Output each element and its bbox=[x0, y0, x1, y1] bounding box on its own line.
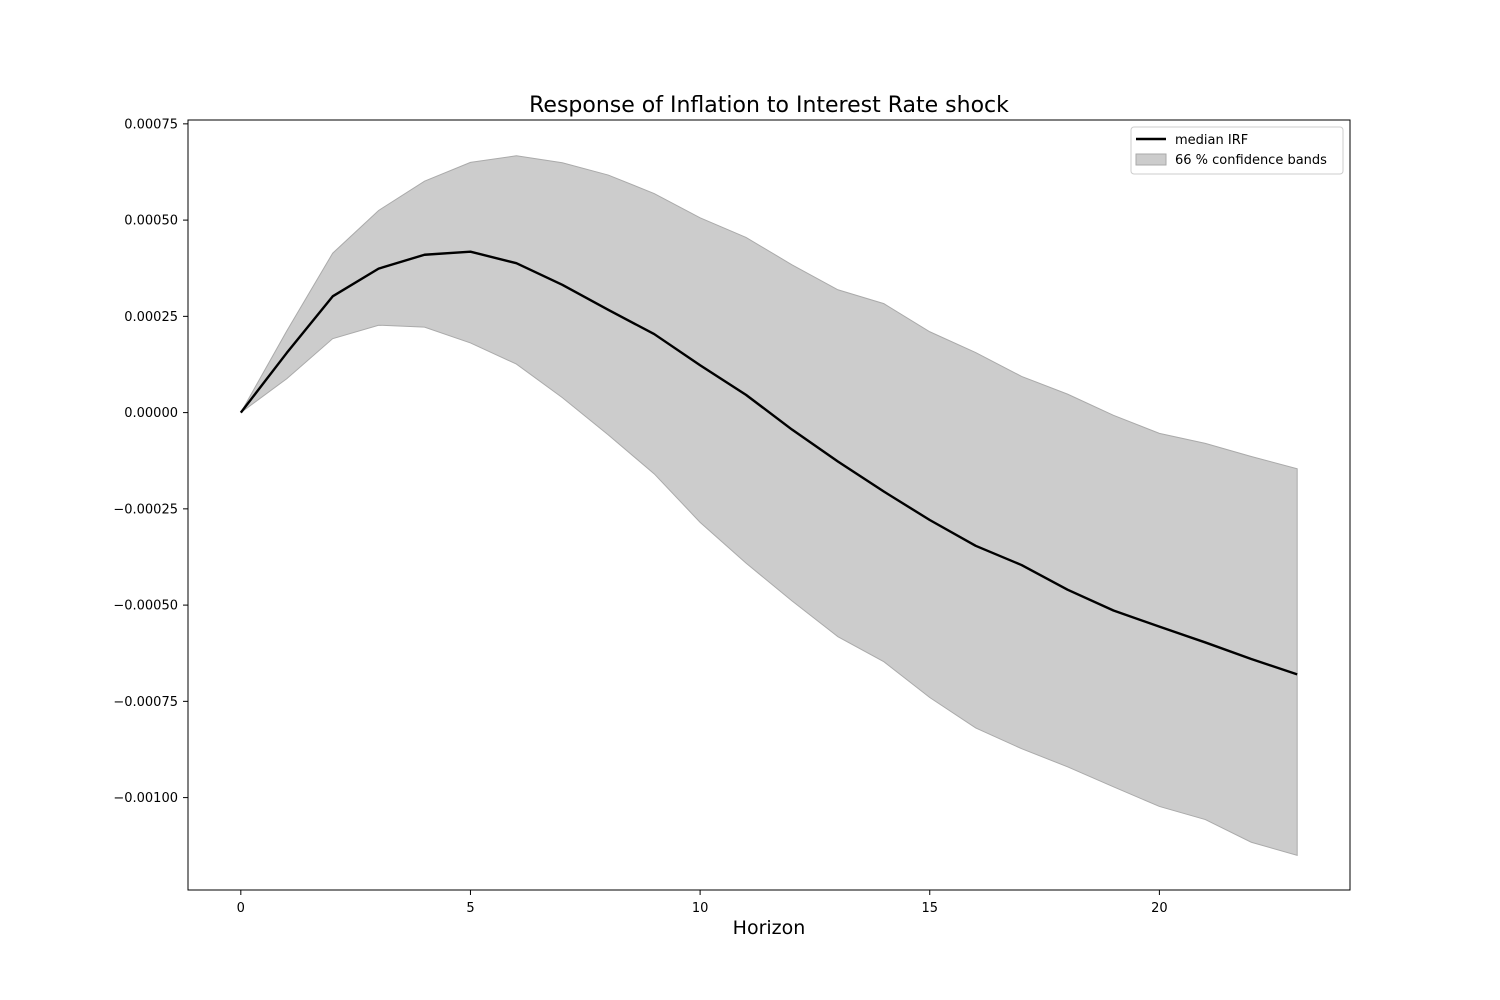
x-tick-label: 15 bbox=[921, 901, 938, 916]
x-tick-label: 10 bbox=[692, 901, 709, 916]
legend: median IRF 66 % confidence bands bbox=[1130, 126, 1344, 175]
y-tick-label: 0.00050 bbox=[124, 214, 178, 229]
y-tick-label: −0.00025 bbox=[113, 502, 178, 517]
y-tick-label: 0.00025 bbox=[124, 310, 178, 325]
y-tick-label: 0.00000 bbox=[124, 406, 178, 421]
y-tick-label: −0.00075 bbox=[113, 695, 178, 710]
y-tick-label: 0.00075 bbox=[124, 117, 178, 132]
y-tick-label: −0.00100 bbox=[113, 791, 178, 806]
median-irf-line bbox=[239, 250, 1298, 676]
x-axis-label: Horizon bbox=[733, 917, 806, 939]
legend-box bbox=[1130, 126, 1344, 175]
x-tick-label: 5 bbox=[466, 901, 474, 916]
plot-area bbox=[239, 155, 1298, 857]
legend-band-swatch bbox=[1135, 153, 1167, 166]
y-tick-label: −0.00050 bbox=[113, 599, 178, 614]
x-axis: 0 5 10 15 20 bbox=[237, 890, 1168, 916]
chart-title: Response of Inflation to Interest Rate s… bbox=[529, 93, 1009, 118]
legend-label-median: median IRF bbox=[1175, 133, 1248, 148]
legend-label-band: 66 % confidence bands bbox=[1175, 153, 1327, 168]
x-tick-label: 0 bbox=[237, 901, 245, 916]
plot-frame bbox=[187, 119, 1351, 891]
x-tick-label: 20 bbox=[1151, 901, 1168, 916]
y-axis: 0.00075 0.00050 0.00025 0.00000 −0.00025 −0.0… bbox=[113, 117, 188, 806]
confidence-band bbox=[240, 155, 1298, 857]
